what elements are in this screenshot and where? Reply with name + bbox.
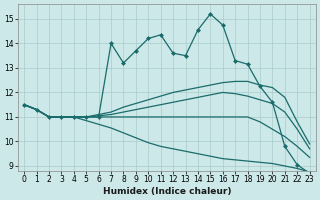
X-axis label: Humidex (Indice chaleur): Humidex (Indice chaleur) <box>103 187 231 196</box>
